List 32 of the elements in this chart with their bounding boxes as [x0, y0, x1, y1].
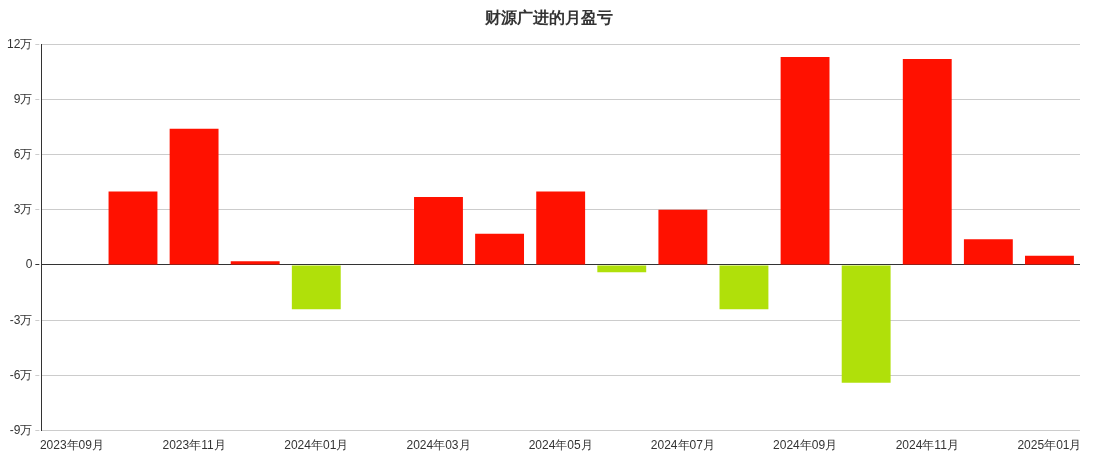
y-tick-label: 0 — [25, 257, 33, 272]
x-tick-label: 2024年05月 — [528, 438, 593, 453]
bar — [658, 209, 708, 265]
bar — [291, 265, 341, 310]
y-tick-label: 12万 — [6, 36, 33, 51]
bar — [780, 57, 830, 265]
y-tick-label: 3万 — [13, 202, 33, 217]
bar — [475, 233, 525, 265]
bar — [902, 58, 952, 265]
x-tick-label: 2024年03月 — [406, 438, 471, 453]
x-tick-label: 2024年11月 — [895, 438, 959, 453]
y-tick-label: 9万 — [13, 91, 33, 106]
bar — [841, 265, 891, 383]
bar — [230, 261, 280, 265]
chart-title: 财源广进的月盈亏 — [484, 7, 614, 29]
bar — [414, 196, 463, 265]
x-tick-label: 2023年09月 — [39, 438, 104, 453]
x-tick-label: 2025年01月 — [1017, 438, 1082, 453]
bar — [963, 239, 1013, 265]
bar — [169, 128, 219, 265]
x-tick-label: 2024年01月 — [284, 438, 349, 453]
x-tick-label: 2024年09月 — [773, 438, 838, 453]
x-tick-label: 2023年11月 — [162, 438, 226, 453]
y-tick-label: -9万 — [9, 422, 33, 437]
bar — [108, 191, 158, 265]
y-tick-label: -3万 — [9, 312, 33, 327]
bar — [1025, 255, 1074, 265]
bar — [536, 191, 586, 265]
y-tick-label: 6万 — [13, 146, 33, 161]
y-tick-label: -6万 — [9, 367, 33, 382]
x-tick-label: 2024年07月 — [650, 438, 715, 453]
bar — [719, 265, 769, 310]
